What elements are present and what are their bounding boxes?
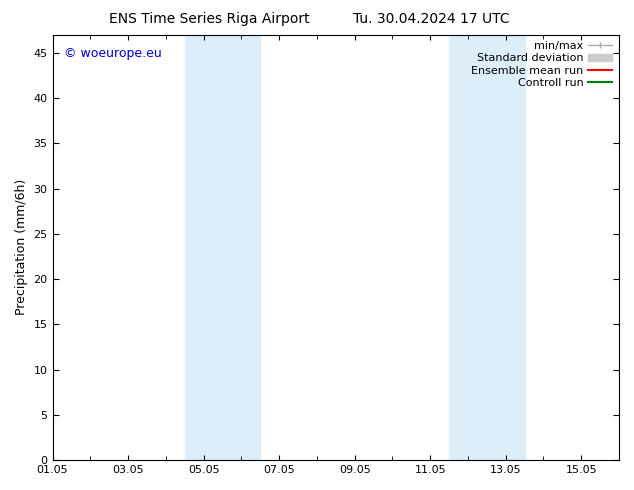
- Bar: [184, 35, 260, 460]
- Bar: [449, 35, 524, 460]
- Text: ENS Time Series Riga Airport: ENS Time Series Riga Airport: [109, 12, 309, 26]
- Text: Tu. 30.04.2024 17 UTC: Tu. 30.04.2024 17 UTC: [353, 12, 510, 26]
- Text: © woeurope.eu: © woeurope.eu: [64, 48, 162, 60]
- Y-axis label: Precipitation (mm/6h): Precipitation (mm/6h): [15, 179, 28, 316]
- Legend: min/max, Standard deviation, Ensemble mean run, Controll run: min/max, Standard deviation, Ensemble me…: [468, 38, 616, 91]
